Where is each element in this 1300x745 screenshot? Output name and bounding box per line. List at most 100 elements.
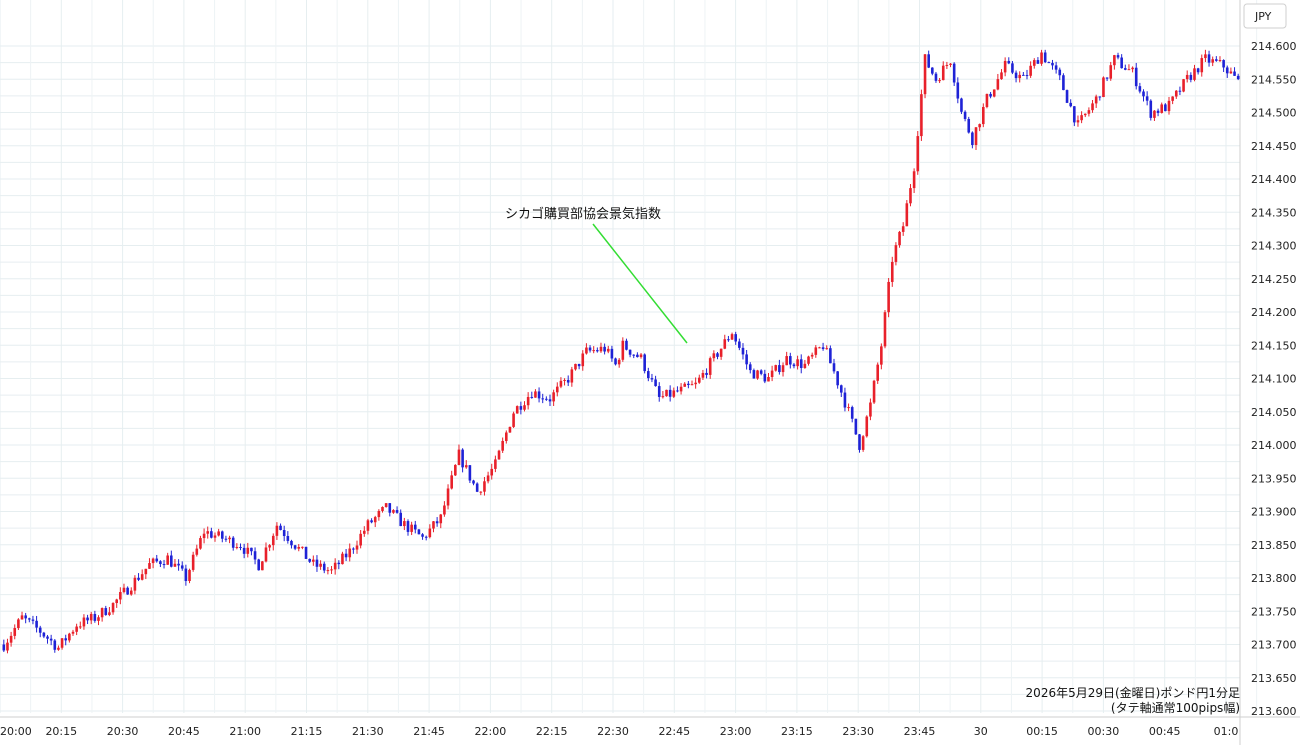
candle-body xyxy=(475,483,479,492)
candle-body xyxy=(745,354,748,365)
candle-body xyxy=(31,619,35,621)
candle-body xyxy=(789,356,792,365)
candle-body xyxy=(119,592,122,600)
candle-body xyxy=(410,524,413,532)
candle-body xyxy=(639,354,643,358)
candle-body xyxy=(86,617,89,621)
candle-body xyxy=(38,627,42,633)
candle-body xyxy=(1149,100,1153,118)
currency-label: JPY xyxy=(1254,10,1272,23)
candle-body xyxy=(224,538,228,540)
candle-body xyxy=(155,558,159,562)
candle-body xyxy=(1109,65,1113,79)
candle-body xyxy=(734,334,737,342)
candle-body xyxy=(978,124,981,128)
candle-body xyxy=(519,406,523,410)
candle-body xyxy=(428,528,432,538)
y-tick-label: 213.950 xyxy=(1251,472,1297,485)
candle-body xyxy=(35,620,38,628)
candle-body xyxy=(191,554,195,570)
candle-body xyxy=(501,440,504,451)
candle-body xyxy=(344,553,348,558)
x-tick-label: 00:45 xyxy=(1149,725,1181,738)
candle-body xyxy=(1185,74,1189,80)
x-tick-label: 23:30 xyxy=(842,725,874,738)
candle-body xyxy=(159,561,162,565)
candle-body xyxy=(352,548,355,550)
candle-body xyxy=(898,231,901,246)
candle-body xyxy=(1018,74,1022,79)
candle-body xyxy=(133,577,137,591)
candle-body xyxy=(373,517,377,523)
y-tick-label: 214.550 xyxy=(1251,73,1297,86)
candle-body xyxy=(705,372,708,375)
candle-body xyxy=(450,475,453,489)
candle-body xyxy=(1113,55,1116,66)
candle-body xyxy=(650,378,654,380)
candle-body xyxy=(304,546,308,559)
y-tick-label: 214.450 xyxy=(1251,140,1297,153)
candle-body xyxy=(308,558,311,562)
candle-body xyxy=(348,548,352,558)
candle-body xyxy=(177,563,180,566)
y-tick-label: 214.400 xyxy=(1251,173,1297,186)
candle-body xyxy=(799,359,803,368)
candle-body xyxy=(880,346,883,365)
candle-body xyxy=(122,587,126,593)
candle-body xyxy=(1131,67,1134,70)
candle-body xyxy=(647,371,650,379)
candle-body xyxy=(1218,60,1222,62)
candle-body xyxy=(1069,102,1072,107)
candle-body xyxy=(333,562,337,570)
candle-body xyxy=(606,348,610,352)
candle-body xyxy=(657,386,661,397)
candle-body xyxy=(850,407,854,419)
candle-body xyxy=(82,617,86,627)
candle-body xyxy=(1196,68,1200,73)
candle-body xyxy=(1094,96,1098,104)
candle-body xyxy=(829,348,832,364)
candle-body xyxy=(20,615,24,620)
y-tick-label: 214.100 xyxy=(1251,373,1297,386)
candle-body xyxy=(1229,71,1233,74)
candle-body xyxy=(78,626,82,628)
candle-body xyxy=(931,67,934,74)
candle-body xyxy=(355,545,359,550)
candle-body xyxy=(1204,54,1207,59)
candle-body xyxy=(938,80,941,82)
caption-line2: (タテ軸通常100pips幅) xyxy=(1111,700,1240,715)
candle-body xyxy=(486,475,490,482)
candle-body xyxy=(803,363,807,368)
y-tick-label: 214.300 xyxy=(1251,240,1297,253)
candle-body xyxy=(585,347,588,354)
y-tick-label: 213.900 xyxy=(1251,506,1297,519)
currency-box[interactable]: JPY xyxy=(1243,3,1287,29)
candle-body xyxy=(1043,52,1047,63)
candle-body xyxy=(614,358,617,365)
candle-body xyxy=(854,418,858,435)
candle-body xyxy=(843,392,847,408)
candle-body xyxy=(111,603,115,613)
candle-body xyxy=(126,587,129,595)
candle-body xyxy=(46,636,49,639)
candle-body xyxy=(1080,115,1083,121)
candle-body xyxy=(1011,63,1014,73)
candle-body xyxy=(271,535,275,546)
x-tick-label: 21:15 xyxy=(291,725,323,738)
candle-body xyxy=(989,93,992,97)
candle-body xyxy=(1120,57,1123,69)
candle-body xyxy=(1200,58,1204,73)
candle-body xyxy=(13,628,17,636)
candle-body xyxy=(530,396,534,398)
candle-body xyxy=(1124,68,1127,70)
candle-body xyxy=(93,613,97,621)
candle-body xyxy=(1098,96,1102,98)
candle-body xyxy=(210,531,213,538)
candle-body xyxy=(213,535,217,538)
candle-body xyxy=(1032,60,1036,66)
candle-body xyxy=(599,346,603,352)
candle-body xyxy=(581,353,585,367)
candle-body xyxy=(632,354,636,356)
candle-body xyxy=(869,402,872,417)
candle-body xyxy=(756,370,759,379)
